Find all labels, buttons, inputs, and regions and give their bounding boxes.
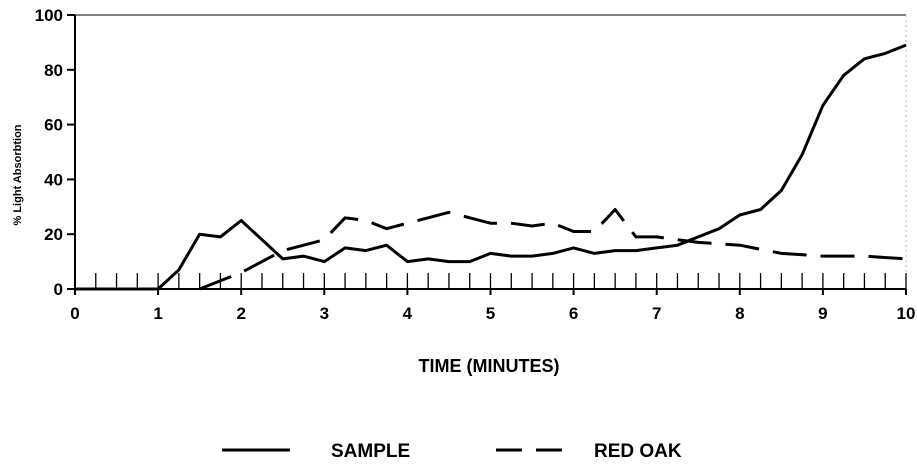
x-axis-ticks: 0 1 2 3 4 5 6 7 8 9 10 [70, 289, 915, 323]
x-tick-label: 7 [652, 304, 661, 323]
y-tick-label: 40 [44, 170, 63, 189]
x-tick-label: 10 [897, 304, 916, 323]
x-tick-label: 8 [735, 304, 744, 323]
legend-label-red-oak: RED OAK [594, 441, 682, 462]
y-tick-label: 100 [35, 6, 63, 25]
minor-ticks [74, 273, 907, 289]
x-tick-label: 9 [818, 304, 827, 323]
legend-label-sample: SAMPLE [331, 441, 410, 462]
x-tick-label: 4 [403, 304, 413, 323]
y-axis-label: % Light Absorbtion [12, 124, 24, 225]
x-tick-label: 3 [320, 304, 329, 323]
series-line-red-oak [199, 208, 907, 291]
plot-frame [74, 14, 907, 290]
y-tick-label: 20 [44, 225, 63, 244]
x-tick-label: 2 [236, 304, 245, 323]
y-tick-label: 60 [44, 116, 63, 135]
x-axis-label: TIME (MINUTES) [419, 356, 560, 376]
series-layer [75, 43, 907, 291]
x-tick-label: 1 [153, 304, 162, 323]
x-tick-label: 5 [486, 304, 495, 323]
legend: SAMPLE RED OAK [222, 441, 682, 462]
y-tick-label: 80 [44, 61, 63, 80]
series-line-sample [75, 43, 907, 291]
x-tick-label: 6 [569, 304, 578, 323]
y-tick-label: 0 [54, 280, 63, 299]
x-tick-label: 0 [70, 304, 79, 323]
y-axis-ticks: 0 20 40 60 80 100 [35, 6, 75, 299]
